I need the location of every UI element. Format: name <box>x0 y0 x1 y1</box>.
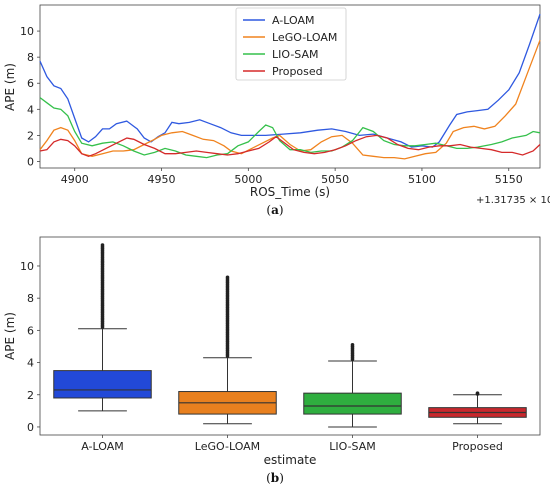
line-series-proposed <box>39 134 541 157</box>
box-plot-area <box>39 236 541 436</box>
box-y-ticks: 0 2 4 6 8 10 <box>20 260 40 434</box>
legend-label-proposed: Proposed <box>272 65 323 78</box>
line-y-ticks: 0 2 4 6 8 10 <box>20 25 40 168</box>
box-lio-sam <box>303 343 402 428</box>
fliers <box>225 275 230 358</box>
fliers <box>350 343 355 361</box>
box-iqr <box>53 370 152 399</box>
flier-point <box>475 391 480 395</box>
box-x-tick-label-proposed: Proposed <box>452 440 503 453</box>
box-x-axis-label: estimate <box>264 453 317 467</box>
box-y-tick-label: 6 <box>27 324 34 337</box>
box-group <box>53 243 527 428</box>
line-x-tick-label: 5050 <box>321 173 349 186</box>
line-x-tick-label: 4900 <box>61 173 89 186</box>
box-y-tick-label: 4 <box>27 357 34 370</box>
box-y-axis-label: APE (m) <box>3 312 17 360</box>
line-x-offset-label: +1.31735 × 109 <box>476 193 550 206</box>
line-x-tick-label: 5100 <box>408 173 436 186</box>
box-y-tick-label: 0 <box>27 421 34 434</box>
box-y-tick-label: 2 <box>27 389 34 402</box>
line-chart: 0 2 4 6 8 10 4900 4950 5000 5050 5100 5150 A-LOAM … <box>3 4 550 217</box>
box-proposed <box>428 391 527 425</box>
box-x-tick-label-a-loam: A-LOAM <box>81 440 123 453</box>
box-x-ticks: A-LOAM LeGO-LOAM LIO-SAM Proposed <box>81 435 503 453</box>
legend-label-a-loam: A-LOAM <box>272 14 314 27</box>
flier-point <box>350 343 355 347</box>
line-y-tick-label: 10 <box>20 25 34 38</box>
line-x-tick-label: 5000 <box>234 173 262 186</box>
fliers <box>475 391 480 396</box>
line-series-lio-sam <box>39 97 541 159</box>
caption-b: (b) <box>266 471 284 485</box>
box-x-tick-label-lego-loam: LeGO-LOAM <box>195 440 260 453</box>
line-series-group <box>39 13 541 160</box>
line-series-a-loam <box>39 13 541 148</box>
line-legend: A-LOAM LeGO-LOAM LIO-SAM Proposed <box>235 7 347 81</box>
legend-label-lego-loam: LeGO-LOAM <box>272 31 337 44</box>
flier-point <box>100 243 105 247</box>
box-lego-loam <box>178 275 277 425</box>
line-y-tick-label: 0 <box>27 155 34 168</box>
line-y-tick-label: 4 <box>27 103 34 116</box>
box-chart: 0 2 4 6 8 10 A-LOAM LeGO-LOAM LIO-SAM Proposed A… <box>3 236 541 485</box>
line-y-tick-label: 8 <box>27 51 34 64</box>
flier-point <box>225 275 230 280</box>
box-y-tick-label: 10 <box>20 260 34 273</box>
line-x-tick-label: 5150 <box>495 173 523 186</box>
fliers <box>100 243 105 329</box>
line-y-tick-label: 6 <box>27 77 34 90</box>
line-x-tick-label: 4950 <box>148 173 176 186</box>
box-y-tick-label: 8 <box>27 292 34 305</box>
line-x-ticks: 4900 4950 5000 5050 5100 5150 <box>61 168 523 186</box>
line-y-axis-label: APE (m) <box>3 63 17 111</box>
caption-a: (a) <box>266 203 283 217</box>
legend-label-lio-sam: LIO-SAM <box>272 48 319 61</box>
line-y-tick-label: 2 <box>27 129 34 142</box>
box-x-tick-label-lio-sam: LIO-SAM <box>329 440 376 453</box>
line-x-axis-label: ROS_Time (s) <box>250 185 330 199</box>
box-iqr <box>303 392 402 415</box>
legend-box <box>235 7 347 81</box>
box-a-loam <box>53 243 152 412</box>
